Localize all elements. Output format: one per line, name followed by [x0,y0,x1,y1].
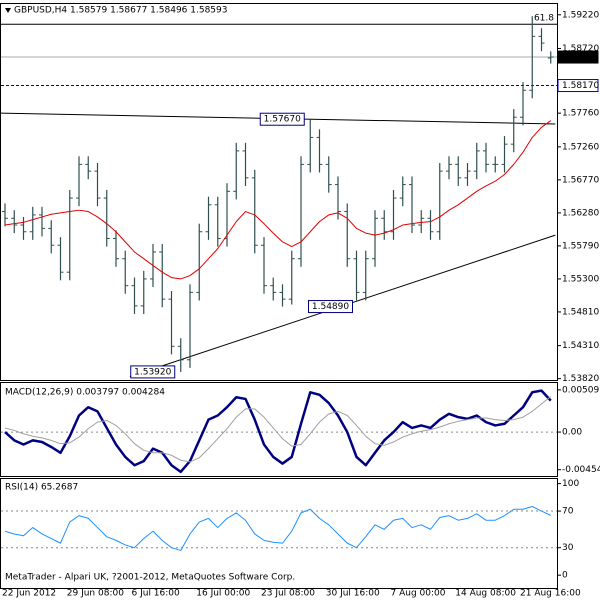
price-box-label: 1.54890 [312,302,349,312]
price-box [308,300,353,314]
price-box-label: 1.53920 [134,367,171,377]
rsi-panel [0,478,558,589]
price-box [130,365,176,379]
price-tag-label: 1.58170 [562,81,599,91]
indicator-line [4,505,551,551]
x-tick-label: 7 Aug 00:00 [391,589,446,599]
y-tick-label: 1.57260 [562,142,599,152]
y-tick-label: 1.58720 [562,44,599,54]
indicator-line [4,396,552,463]
indicator-line [4,120,552,280]
y-tick-label: 0.00 [562,428,582,438]
price-box-label: 1.57670 [264,115,301,125]
x-tick-label: 14 Aug 08:00 [455,589,516,599]
x-tick-label: 21 Aug 16:00 [520,589,581,599]
y-tick-label: 1.53820 [562,374,599,384]
price-tag-label: 1.58593 [562,53,599,63]
price-tag [557,79,599,93]
y-tick-label: 1.56770 [562,175,599,185]
x-tick-label: 29 Jun 08:00 [67,589,124,599]
y-tick-label: 1.56280 [562,208,599,218]
x-tick-label: 16 Jul 00:00 [196,589,250,599]
y-tick-label: -0.00454 [562,465,600,475]
y-tick-label: 1.54810 [562,307,599,317]
y-tick-label: 100 [562,479,579,489]
price-tag [557,50,599,64]
macd-panel [0,382,558,477]
y-tick-label: 0 [562,571,568,581]
price-box [259,112,305,126]
chart-title: GBPUSD,H4 1.58579 1.58677 1.58496 1.5859… [14,6,227,16]
level-label: 61.8 [534,14,554,24]
y-tick-label: 30 [562,543,574,553]
y-tick-label: 0.00509 [562,385,599,395]
y-tick-label: 1.54310 [562,341,599,351]
y-tick-label: 1.57760 [562,109,599,119]
y-tick-label: 1.59220 [562,10,599,20]
rsi-title: RSI(14) 65.2687 [5,483,78,493]
x-tick-label: 22 Jun 2012 [2,589,56,599]
footer: MetaTrader - Alpari UK, ?2001-2012, Meta… [5,573,295,583]
main-panel [0,3,558,381]
x-tick-label: 6 Jul 16:00 [132,589,181,599]
x-tick-label: 30 Jul 16:00 [326,589,380,599]
y-tick-label: 1.55300 [562,274,599,284]
symbol-icon [5,8,11,13]
macd-title: MACD(12,26,9) 0.003797 0.004284 [5,388,165,398]
y-tick-label: 70 [562,507,574,517]
indicator-line [4,389,552,474]
y-tick-label: 1.55790 [562,241,599,251]
x-tick-label: 23 Jul 08:00 [261,589,315,599]
